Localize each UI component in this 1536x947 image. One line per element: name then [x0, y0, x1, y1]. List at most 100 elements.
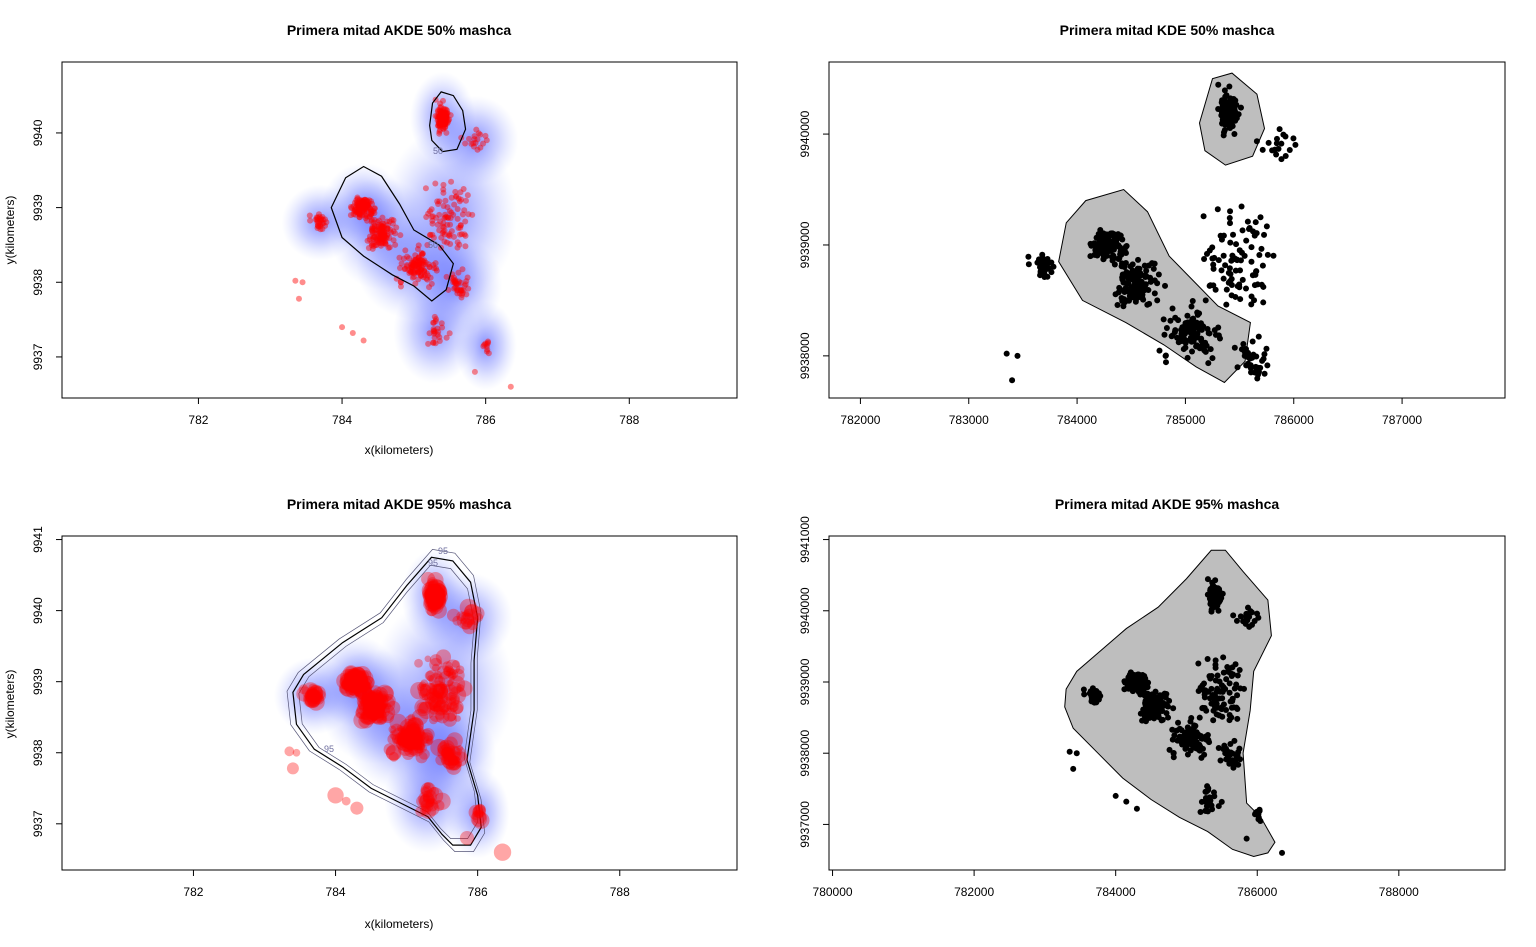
data-point	[305, 688, 318, 701]
data-point	[425, 590, 440, 605]
data-point	[427, 598, 437, 608]
data-point	[428, 213, 435, 220]
data-point	[407, 717, 424, 734]
data-point	[310, 686, 324, 700]
data-point	[356, 196, 363, 203]
data-point	[1204, 656, 1211, 663]
data-point	[386, 234, 393, 241]
data-point	[1282, 152, 1289, 159]
data-point	[347, 677, 358, 688]
data-point	[1225, 414, 1231, 420]
data-point	[1229, 256, 1236, 263]
data-point	[457, 222, 464, 229]
data-point	[1003, 350, 1010, 357]
data-point	[415, 269, 422, 276]
data-point	[441, 746, 455, 760]
data-point	[355, 677, 363, 685]
kde-polygon	[1058, 188, 1251, 384]
data-point	[1127, 270, 1134, 277]
data-point	[444, 119, 451, 126]
data-point	[1204, 576, 1211, 583]
data-point	[376, 684, 394, 702]
data-point	[443, 753, 456, 766]
data-point	[354, 208, 361, 215]
data-point	[378, 690, 388, 700]
data-point	[1251, 282, 1258, 289]
data-point	[362, 212, 369, 219]
data-point	[411, 709, 429, 726]
data-point	[431, 592, 447, 608]
x-tick-label: 782000	[954, 885, 994, 899]
data-point	[406, 739, 416, 749]
data-point	[442, 106, 449, 113]
data-point	[1204, 808, 1211, 815]
data-point	[380, 232, 387, 239]
data-point	[419, 732, 434, 747]
data-point	[441, 231, 448, 238]
data-point	[446, 747, 456, 757]
data-point	[364, 201, 371, 208]
data-point	[351, 674, 369, 692]
data-point	[375, 217, 382, 224]
data-point	[435, 115, 442, 122]
data-point	[295, 295, 302, 302]
data-point	[419, 250, 426, 257]
data-point	[1142, 281, 1149, 288]
data-point	[1213, 711, 1220, 718]
data-point	[369, 689, 384, 704]
data-point	[353, 711, 371, 729]
data-point	[1197, 808, 1204, 815]
data-point	[1241, 349, 1248, 356]
data-point	[323, 219, 330, 226]
data-point	[357, 205, 364, 212]
data-point	[451, 756, 461, 765]
data-point	[428, 597, 442, 611]
data-point	[412, 256, 419, 263]
data-point	[352, 677, 367, 692]
data-point	[472, 806, 483, 817]
data-point	[1096, 234, 1103, 241]
data-point	[437, 111, 444, 118]
data-point	[429, 582, 447, 601]
data-point	[406, 733, 417, 744]
data-point	[422, 589, 439, 605]
data-point	[441, 684, 459, 701]
data-point	[314, 224, 321, 231]
data-point	[357, 211, 364, 218]
data-point	[1212, 664, 1219, 671]
data-point	[434, 221, 441, 228]
data-point	[366, 696, 380, 710]
data-point	[412, 280, 419, 287]
data-point	[359, 711, 372, 724]
data-point	[411, 270, 418, 277]
data-point	[1039, 251, 1046, 258]
data-point	[367, 689, 383, 705]
data-point	[442, 124, 449, 131]
data-point	[364, 237, 371, 244]
data-point	[447, 241, 454, 248]
data-point	[445, 750, 453, 759]
data-point	[434, 675, 446, 687]
data-point	[376, 705, 384, 712]
y-tick-label: 9940000	[798, 587, 812, 634]
data-point	[402, 748, 415, 761]
data-point	[1216, 678, 1223, 685]
data-point	[421, 728, 435, 742]
data-point	[1143, 708, 1150, 715]
data-point	[360, 711, 374, 725]
data-point	[380, 223, 387, 230]
data-point	[366, 205, 373, 212]
data-point	[355, 674, 369, 688]
data-point	[409, 264, 416, 271]
data-point	[373, 230, 380, 237]
data-point	[370, 694, 385, 709]
data-point	[456, 684, 465, 692]
data-point	[373, 227, 380, 234]
data-point	[1253, 138, 1260, 145]
data-point	[310, 695, 318, 704]
data-point	[438, 115, 445, 122]
data-point	[416, 741, 425, 751]
data-point	[443, 110, 450, 117]
data-point	[377, 225, 384, 232]
